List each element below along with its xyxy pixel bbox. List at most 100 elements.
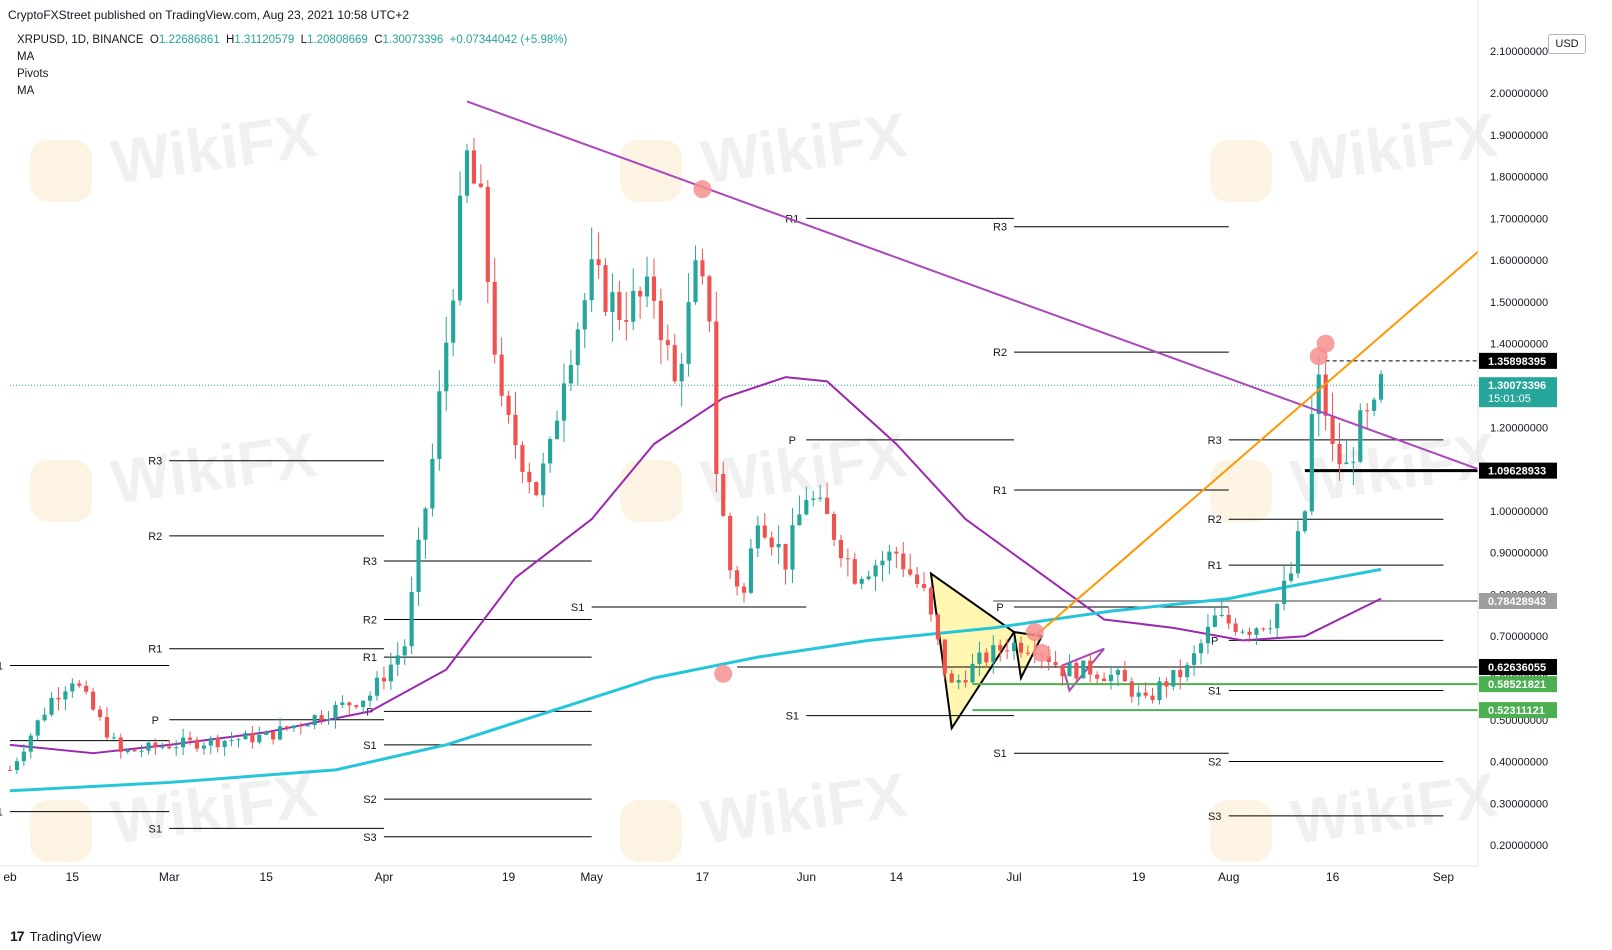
candle-body: [361, 700, 366, 707]
candle: [361, 700, 366, 714]
candle-body: [610, 292, 615, 312]
candle-body: [755, 525, 760, 549]
candle: [1205, 614, 1211, 654]
candle-body: [125, 750, 130, 752]
symbol-name: XRPUSD, 1D, BINANCE: [17, 34, 144, 46]
pivot-label-p: P: [152, 715, 159, 727]
candle: [464, 143, 470, 204]
watermark-logo-icon: [30, 800, 92, 862]
pivot-label-p: P: [1211, 635, 1218, 647]
candle: [700, 248, 705, 285]
price-axis[interactable]: 0.200000000.300000000.400000000.50000000…: [1477, 0, 1557, 866]
candle: [305, 723, 310, 727]
candle-body: [471, 150, 477, 184]
candle: [1060, 665, 1065, 686]
pivot-label-s3: S3: [1208, 811, 1221, 823]
price-tick-label: 1.40000000: [1490, 339, 1548, 351]
candle-body: [638, 290, 643, 297]
candle: [333, 701, 338, 729]
candle-body: [603, 265, 608, 312]
candle-body: [430, 458, 435, 509]
candle-body: [506, 395, 511, 415]
candle: [1316, 354, 1321, 437]
candle: [548, 436, 553, 473]
candle-body: [818, 497, 823, 499]
candle: [838, 534, 844, 568]
candle: [14, 757, 20, 775]
pivot-label-s1: S1: [993, 748, 1006, 760]
footer-brand: TradingView: [29, 928, 102, 944]
candle: [1074, 660, 1079, 683]
candle: [1261, 627, 1266, 632]
time-tick-label: 15: [260, 870, 274, 884]
candle: [388, 652, 393, 690]
candle-body: [949, 673, 954, 683]
candle-body: [333, 704, 338, 719]
candle: [825, 482, 830, 515]
candle-body: [451, 300, 456, 343]
candle: [707, 274, 712, 333]
candle-body: [707, 276, 712, 322]
candle-body: [139, 750, 144, 752]
candle: [250, 726, 255, 749]
time-axis[interactable]: eb 15 Mar 15 Apr 19 May 17 Jun 14 Jul 19 Aug 16 Sep: [0, 865, 1478, 884]
price-tick-label: 1.70000000: [1490, 213, 1548, 225]
publisher-text: CryptoFXStreet published on TradingView.…: [8, 8, 410, 22]
candle-body: [998, 645, 1003, 651]
candle: [631, 268, 636, 331]
candle: [721, 461, 726, 518]
candle: [866, 570, 871, 581]
candle-body: [1198, 643, 1204, 654]
candle: [1164, 677, 1169, 698]
candle-body: [1240, 631, 1245, 633]
candle: [367, 691, 373, 707]
price-tick-label: 0.30000000: [1490, 798, 1548, 810]
candle: [617, 280, 622, 330]
candlesticks[interactable]: [7, 138, 1384, 775]
candle: [97, 705, 103, 721]
indicator-ma-2[interactable]: MA: [17, 85, 35, 97]
currency-badge[interactable]: USD: [1548, 34, 1586, 54]
pivot-label-s1: S1: [1208, 686, 1221, 698]
price-tick-label: 1.60000000: [1490, 255, 1548, 267]
candle-body: [714, 321, 719, 474]
pivot-label-r3: R3: [363, 556, 377, 568]
level-badge: [1479, 592, 1557, 609]
candle-body: [797, 514, 802, 526]
candle: [21, 743, 26, 767]
candle: [984, 648, 989, 668]
price-tick-label: 1.90000000: [1490, 130, 1548, 142]
candle: [1088, 653, 1093, 683]
candle: [236, 738, 241, 748]
trend-lines[interactable]: [466, 100, 1479, 637]
candle: [679, 353, 684, 407]
candle-body: [1136, 692, 1141, 697]
candle: [139, 744, 144, 758]
candle: [1192, 645, 1197, 676]
candle-body: [548, 439, 553, 464]
candle-body: [520, 445, 525, 472]
candle: [77, 679, 82, 688]
candle: [998, 639, 1003, 662]
candle-body: [181, 737, 186, 748]
bar-countdown-label: 15:01:05: [1488, 393, 1531, 405]
candle: [312, 714, 317, 730]
candle: [222, 739, 227, 757]
pivot-label-r2: R2: [363, 614, 377, 626]
indicator-ma-1[interactable]: MA: [17, 51, 35, 63]
candle: [797, 495, 802, 526]
candle: [665, 324, 670, 361]
candle-body: [1095, 674, 1100, 679]
candle: [942, 639, 947, 680]
indicator-pivots[interactable]: Pivots: [17, 68, 49, 80]
level-badge: [1479, 658, 1557, 675]
candle-body: [326, 718, 331, 721]
last-price-label: 1.30073396: [1488, 380, 1546, 392]
symbol-legend[interactable]: XRPUSD, 1D, BINANCE O1.22686861 H1.31120…: [17, 34, 567, 46]
candle: [541, 452, 546, 508]
candle: [1365, 403, 1370, 429]
price-tick-label: 1.00000000: [1490, 506, 1548, 518]
candle-body: [1046, 655, 1051, 663]
